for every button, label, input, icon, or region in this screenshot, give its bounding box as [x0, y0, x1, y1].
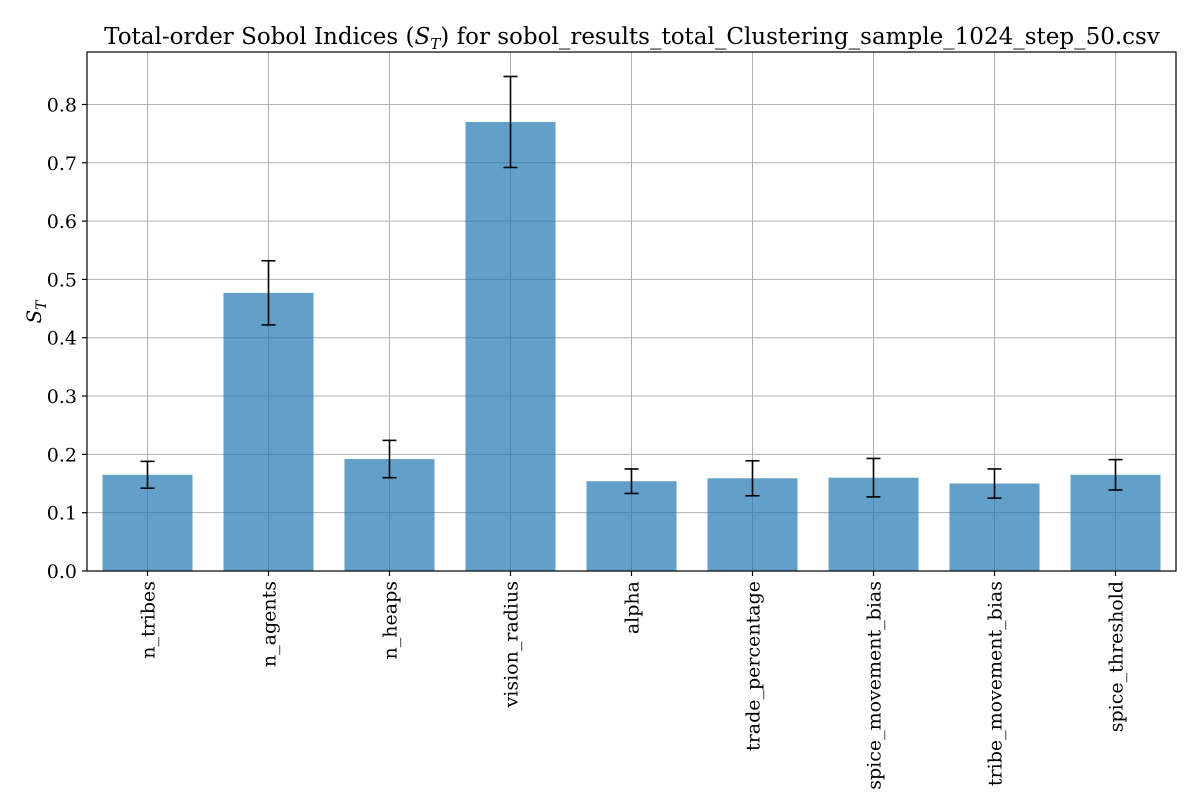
x-tick-labels: n_tribes n_agents n_heaps vision_radius alph…: [138, 571, 1128, 790]
x-tick-label: trade_percentage: [743, 581, 765, 751]
x-tick-label: n_tribes: [138, 581, 160, 659]
error-bars: [140, 75, 1123, 499]
bar: [465, 121, 556, 571]
bars: [102, 121, 1161, 571]
x-tick-label: alpha: [622, 581, 644, 634]
x-tick-label: spice_movement_bias: [864, 581, 886, 790]
x-tick-label: n_agents: [259, 581, 281, 667]
title-symbol: S: [415, 24, 431, 50]
y-tick-labels: 0.0 0.1 0.2 0.3 0.4 0.5 0.6 0.7 0.8: [47, 94, 87, 583]
title-suffix: ) for sobol_results_total_Clustering_sam…: [440, 24, 1160, 50]
chart-title: Total-order Sobol Indices (ST) for sobol…: [104, 24, 1160, 53]
title-prefix: Total-order Sobol Indices (: [104, 24, 414, 50]
y-tick-label: 0.4: [47, 328, 77, 350]
bar: [1070, 474, 1161, 571]
x-tick-label: n_heaps: [380, 581, 402, 659]
y-tick-label: 0.0: [47, 561, 77, 583]
x-tick-label: spice_threshold: [1106, 581, 1128, 732]
ylabel-symbol: S: [22, 310, 46, 324]
y-tick-label: 0.5: [47, 269, 77, 291]
x-tick-label: vision_radius: [501, 581, 523, 708]
y-axis-label: ST: [22, 299, 50, 324]
x-tick-label: tribe_movement_bias: [985, 581, 1007, 786]
y-tick-label: 0.7: [47, 153, 77, 175]
y-tick-label: 0.3: [47, 386, 77, 408]
y-tick-label: 0.6: [47, 211, 77, 233]
bar: [102, 474, 193, 571]
y-tick-label: 0.2: [47, 444, 77, 466]
y-tick-label: 0.1: [47, 503, 77, 525]
bar: [586, 481, 677, 571]
y-tick-label: 0.8: [47, 94, 77, 116]
bar: [223, 292, 314, 571]
title-subscript: T: [430, 35, 441, 53]
ylabel-subscript: T: [34, 299, 50, 310]
